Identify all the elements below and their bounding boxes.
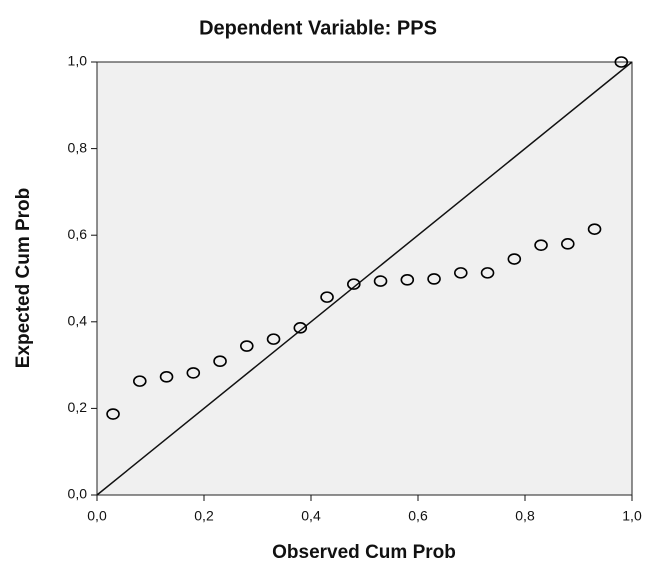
x-tick-label: 0,0 (87, 508, 107, 524)
point (133, 375, 147, 387)
point (159, 370, 174, 383)
point (106, 408, 120, 420)
point (587, 223, 602, 235)
y-tick-label: 0,0 (68, 486, 88, 502)
x-tick-label: 1,0 (622, 508, 642, 524)
point (346, 278, 361, 290)
point (560, 238, 575, 250)
point (400, 273, 415, 286)
point (507, 253, 522, 265)
point (293, 322, 308, 334)
y-tick-label: 0,2 (68, 399, 88, 415)
point (427, 273, 441, 285)
reference-line (96, 61, 633, 496)
point (186, 367, 201, 379)
x-axis-label: Observed Cum Prob (272, 542, 456, 563)
point (320, 291, 334, 303)
y-tick-label: 0,4 (68, 313, 88, 329)
x-tick-label: 0,8 (515, 508, 535, 524)
point (240, 340, 254, 352)
chart-title: Dependent Variable: PPS (199, 17, 437, 39)
point (480, 267, 495, 279)
point (534, 239, 548, 251)
point (453, 267, 468, 279)
x-tick-label: 0,6 (408, 508, 428, 524)
y-tick-label: 0,8 (68, 139, 88, 155)
y-axis-label: Expected Cum Prob (13, 188, 34, 369)
x-tick-label: 0,2 (194, 508, 214, 524)
point (266, 333, 281, 345)
x-tick-label: 0,4 (301, 508, 321, 524)
point (213, 355, 227, 368)
y-tick-label: 1,0 (68, 53, 88, 69)
point (614, 56, 629, 68)
point (373, 275, 388, 287)
y-tick-label: 0,6 (68, 226, 88, 242)
